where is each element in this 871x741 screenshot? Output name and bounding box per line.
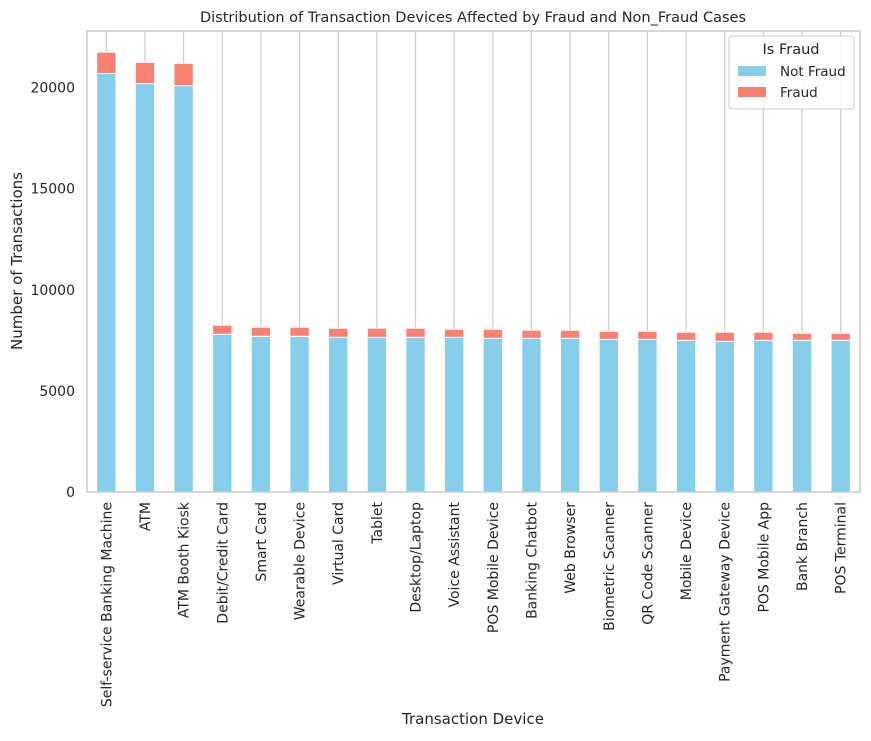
x-tick-label: Payment Gateway Device <box>718 502 734 682</box>
bar-not-fraud-mobile-device <box>675 339 697 493</box>
legend-swatch-fraud <box>738 87 766 97</box>
x-tick-label: Banking Chatbot <box>524 501 540 618</box>
bar-not-fraud-debit-credit-card <box>212 333 233 493</box>
y-axis-label: Number of Transactions <box>8 172 26 350</box>
x-tick-label: POS Terminal <box>834 502 850 594</box>
y-tick-label: 10000 <box>30 283 75 299</box>
x-tick-label: Virtual Card <box>331 502 347 585</box>
x-tick-label: Desktop/Laptop <box>409 502 425 613</box>
bar-fraud-biometric-scanner <box>598 330 619 340</box>
bar-not-fraud-atm-booth-kiosk <box>173 85 194 493</box>
x-tick-label: ATM <box>138 502 154 531</box>
bar-fraud-atm <box>134 61 156 85</box>
bar-not-fraud-atm <box>134 83 156 493</box>
x-tick-label: Voice Assistant <box>447 502 463 608</box>
legend-swatch-not-fraud <box>738 66 766 76</box>
bar-not-fraud-tablet <box>366 336 388 493</box>
bar-fraud-bank-branch <box>791 332 813 341</box>
x-tick-label: Web Browser <box>563 502 579 594</box>
bars <box>96 51 851 493</box>
bar-fraud-web-browser <box>559 329 581 339</box>
bar-fraud-self-service-banking-machine <box>96 51 117 74</box>
bar-fraud-banking-chatbot <box>521 329 542 339</box>
bar-not-fraud-biometric-scanner <box>598 338 619 493</box>
x-tick-label: POS Mobile Device <box>486 502 502 633</box>
bar-not-fraud-qr-code-scanner <box>637 338 658 493</box>
bar-fraud-payment-gateway-device <box>714 331 735 342</box>
bar-not-fraud-pos-terminal <box>830 339 851 493</box>
x-tick-label: Debit/Credit Card <box>215 502 231 624</box>
bar-fraud-atm-booth-kiosk <box>173 62 194 87</box>
y-tick-label: 15000 <box>30 182 75 198</box>
y-tick-label: 5000 <box>39 384 75 400</box>
x-axis-label: Transaction Device <box>401 710 544 728</box>
bar-fraud-pos-mobile-app <box>753 331 774 341</box>
bar-not-fraud-bank-branch <box>791 339 813 493</box>
bar-not-fraud-banking-chatbot <box>521 337 542 493</box>
bar-not-fraud-desktop-laptop <box>405 336 426 493</box>
x-tick-label: POS Mobile App <box>756 502 772 613</box>
bar-not-fraud-wearable-device <box>289 335 310 493</box>
x-tick-label: Wearable Device <box>293 502 309 620</box>
bar-fraud-pos-terminal <box>830 332 851 341</box>
bar-not-fraud-virtual-card <box>328 336 349 493</box>
legend-entry-fraud: Fraud <box>780 85 818 101</box>
legend-title: Is Fraud <box>763 42 820 58</box>
x-tick-label: Biometric Scanner <box>602 502 618 631</box>
plot-frame <box>86 30 861 493</box>
bar-not-fraud-web-browser <box>559 337 581 493</box>
bar-fraud-qr-code-scanner <box>637 330 658 340</box>
y-tick-label: 20000 <box>30 81 75 97</box>
bar-fraud-desktop-laptop <box>405 327 426 338</box>
bar-not-fraud-self-service-banking-machine <box>96 72 117 493</box>
legend-entry-not-fraud: Not Fraud <box>780 64 846 80</box>
bar-fraud-pos-mobile-device <box>482 328 503 339</box>
bar-not-fraud-voice-assistant <box>444 336 465 493</box>
bar-fraud-virtual-card <box>328 327 349 338</box>
bar-fraud-smart-card <box>250 326 272 337</box>
chart-title: Distribution of Transaction Devices Affe… <box>200 10 746 26</box>
bar-not-fraud-payment-gateway-device <box>714 340 735 493</box>
x-tick-label: QR Code Scanner <box>640 502 656 625</box>
x-tick-label: ATM Booth Kiosk <box>177 501 193 618</box>
bar-fraud-mobile-device <box>675 331 697 341</box>
x-tick-label: Bank Branch <box>795 502 811 591</box>
x-tick-label: Mobile Device <box>679 502 695 600</box>
bar-not-fraud-pos-mobile-app <box>753 339 774 493</box>
x-tick-label: Self-service Banking Machine <box>99 502 115 707</box>
bar-fraud-tablet <box>366 327 388 338</box>
x-tick-label: Tablet <box>370 502 386 545</box>
bar-fraud-wearable-device <box>289 326 310 337</box>
x-tick-label: Smart Card <box>254 502 270 582</box>
bar-fraud-debit-credit-card <box>212 324 233 335</box>
y-tick-label: 0 <box>66 485 75 501</box>
bar-not-fraud-smart-card <box>250 335 272 493</box>
bar-not-fraud-pos-mobile-device <box>482 337 503 493</box>
legend: Is Fraud Not Fraud Fraud <box>728 35 855 110</box>
x-axis-ticks: Self-service Banking Machine ATM ATM Booth… <box>99 501 849 707</box>
y-axis-ticks: 0 5000 10000 15000 20000 <box>30 81 75 501</box>
bar-fraud-voice-assistant <box>444 328 465 338</box>
